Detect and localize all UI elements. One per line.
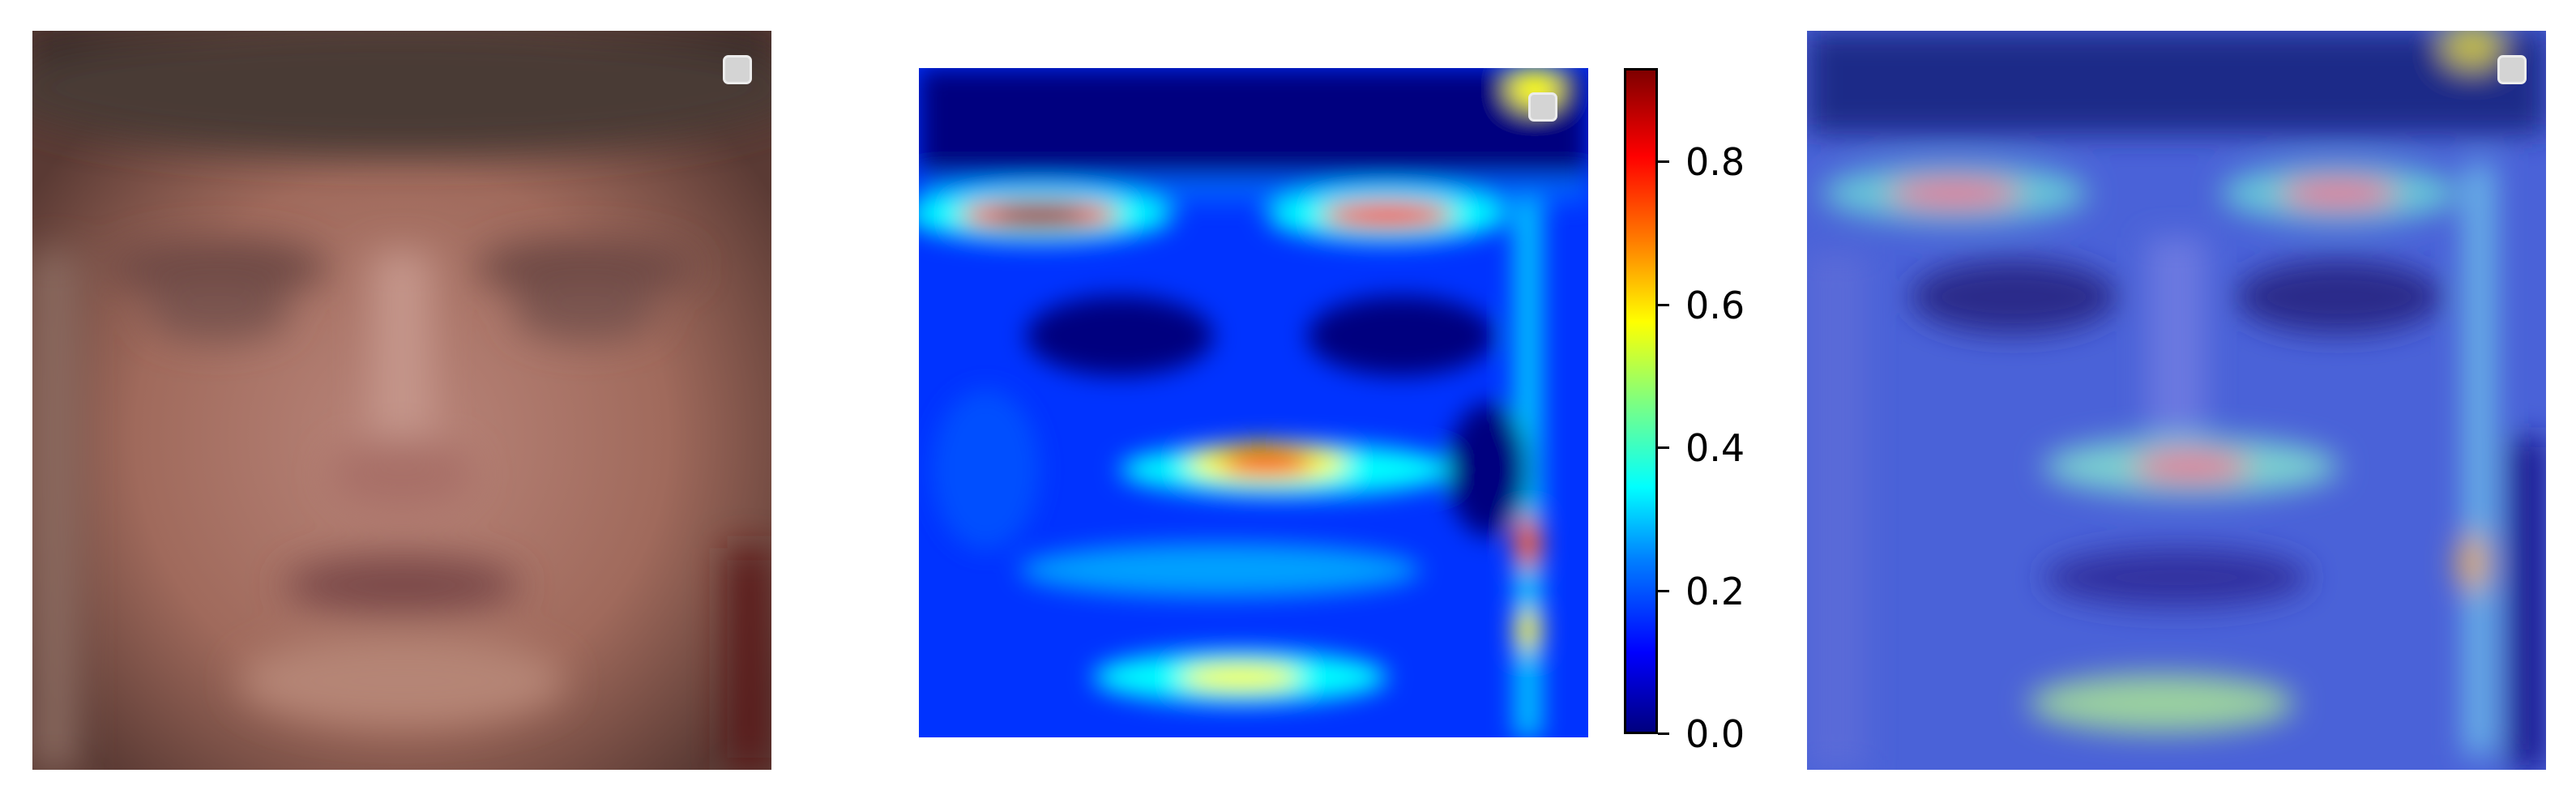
colorbar (1624, 68, 1658, 734)
colorbar-tick-label: 0.4 (1685, 426, 1745, 470)
colorbar-tick (1658, 160, 1669, 163)
colorbar-tick-label: 0.8 (1685, 140, 1745, 184)
overlay-image (1807, 31, 2546, 770)
face-photo-graphic (32, 31, 771, 770)
colorbar-tick (1658, 304, 1669, 306)
face-image (32, 31, 771, 770)
colorbar-tick (1658, 733, 1669, 735)
legend-box (2497, 55, 2527, 84)
colorbar-tick (1658, 590, 1669, 592)
colorbar-tick (1658, 446, 1669, 449)
overlay-graphic (1807, 31, 2546, 770)
heatmap-image (919, 68, 1588, 737)
legend-box (1528, 92, 1557, 122)
heatmap-graphic (919, 68, 1588, 737)
legend-box (723, 55, 752, 84)
colorbar-tick-label: 0.0 (1685, 712, 1745, 756)
colorbar-tick-label: 0.6 (1685, 284, 1745, 327)
colorbar-tick-label: 0.2 (1685, 570, 1745, 613)
